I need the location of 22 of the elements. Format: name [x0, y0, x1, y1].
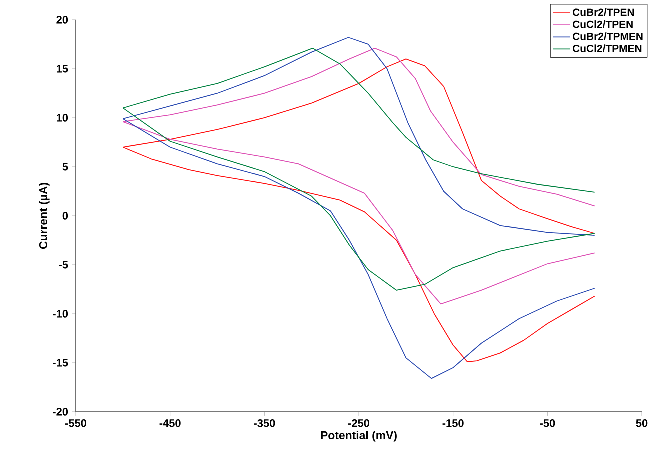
y-tick-label: 15	[57, 65, 68, 73]
x-tick-label: -450	[160, 420, 181, 428]
legend-label: CuBr2/TPMEN	[572, 32, 643, 40]
y-tick-label: 5	[62, 163, 68, 171]
legend-label: CuBr2/TPEN	[572, 8, 634, 16]
x-tick-label: -350	[254, 420, 276, 428]
x-tick-label: -550	[65, 420, 87, 428]
x-tick-label: -50	[540, 420, 556, 428]
y-axis-title: Current (µA)	[39, 183, 50, 250]
x-tick-label: -150	[442, 420, 464, 428]
y-tick-label: -10	[53, 310, 68, 318]
x-tick-label: -250	[348, 420, 370, 428]
x-axis-title: Potential (mV)	[321, 431, 397, 442]
y-tick-label: -5	[59, 261, 68, 269]
y-tick-label: 20	[56, 16, 68, 24]
y-tick-label: 0	[62, 212, 68, 220]
x-tick-label: 50	[636, 420, 648, 428]
y-tick-label: 10	[57, 114, 68, 122]
legend-label: CuCl2/TPEN	[572, 20, 633, 28]
y-tick-label: -15	[53, 359, 68, 367]
y-tick-label: -20	[53, 408, 68, 416]
legend-label: CuCl2/TPMEN	[572, 44, 642, 52]
